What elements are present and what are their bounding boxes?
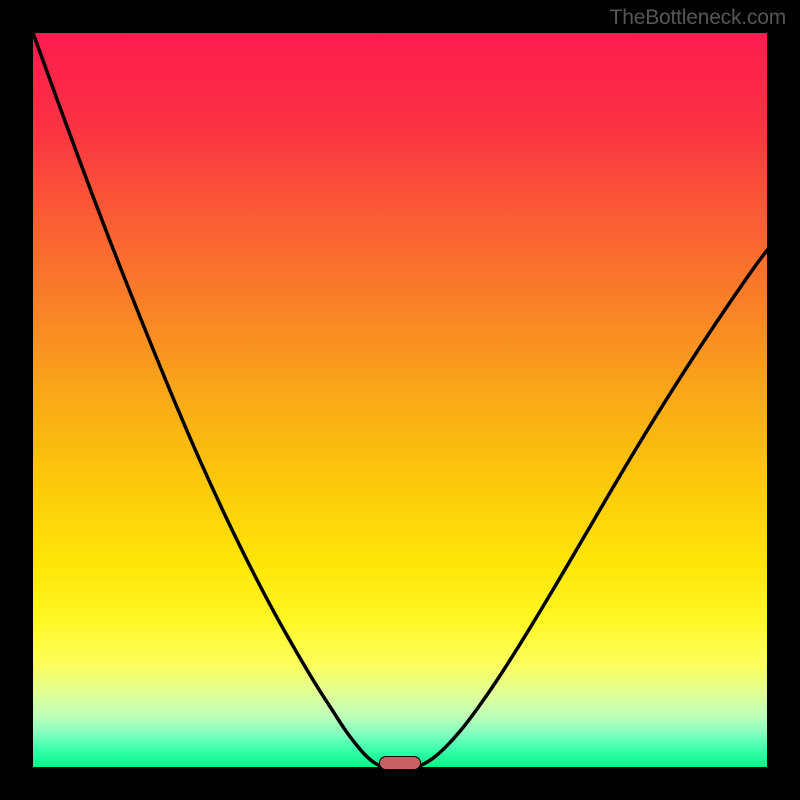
optimal-marker xyxy=(379,756,421,770)
bottleneck-curve xyxy=(33,33,767,767)
chart-container: TheBottleneck.com xyxy=(0,0,800,800)
watermark-text: TheBottleneck.com xyxy=(610,6,786,30)
plot-area xyxy=(33,33,767,767)
